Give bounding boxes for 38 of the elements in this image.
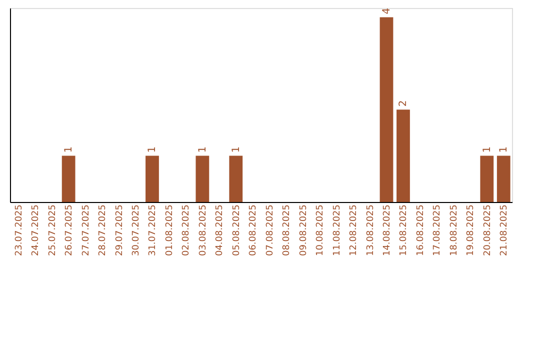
x-tick-label: 02.08.2025 (182, 204, 192, 256)
x-tick-label: 04.08.2025 (215, 204, 226, 256)
x-tick-label: 26.07.2025 (64, 204, 75, 256)
data-label: 1 (482, 146, 493, 153)
x-tick-label: 31.07.2025 (148, 204, 158, 256)
data-label: 1 (498, 146, 510, 153)
x-tick-label: 29.07.2025 (114, 204, 125, 256)
x-tick-label: 08.08.2025 (282, 204, 292, 256)
x-tick-label: 16.08.2025 (416, 204, 426, 256)
x-tick-label: 27.07.2025 (81, 204, 92, 256)
x-tick-label: 05.08.2025 (232, 204, 242, 256)
x-tick-label: 21.08.2025 (500, 204, 510, 256)
data-label: 1 (147, 146, 158, 153)
x-tick-label: 07.08.2025 (265, 204, 276, 256)
x-tick-label: 30.07.2025 (132, 204, 142, 256)
x-tick-label: 18.08.2025 (449, 204, 460, 256)
x-tick-label: 01.08.2025 (164, 204, 175, 256)
data-label: 1 (197, 146, 208, 153)
x-tick-label: 06.08.2025 (248, 204, 259, 256)
x-tick-label: 24.07.2025 (31, 204, 42, 256)
data-label: 4 (382, 8, 392, 14)
x-tick-label: 14.08.2025 (382, 204, 392, 256)
x-tick-label: 28.07.2025 (98, 204, 108, 256)
data-label: 2 (398, 100, 410, 107)
x-tick-label: 09.08.2025 (298, 204, 309, 256)
x-tick-label: 17.08.2025 (432, 204, 443, 256)
x-tick-label: 23.07.2025 (14, 204, 24, 256)
x-tick-label: 03.08.2025 (198, 204, 208, 256)
x-tick-label: 11.08.2025 (332, 204, 342, 256)
x-tick-label: 15.08.2025 (399, 204, 410, 256)
data-label: 1 (230, 146, 242, 153)
x-tick-label: 20.08.2025 (482, 204, 493, 256)
x-tick-label: 25.07.2025 (48, 204, 58, 256)
x-tick-label: 19.08.2025 (466, 204, 476, 256)
x-tick-label: 10.08.2025 (316, 204, 326, 256)
data-label: 1 (64, 146, 75, 153)
x-tick-label: 12.08.2025 (349, 204, 360, 256)
x-tick-label: 13.08.2025 (366, 204, 376, 256)
